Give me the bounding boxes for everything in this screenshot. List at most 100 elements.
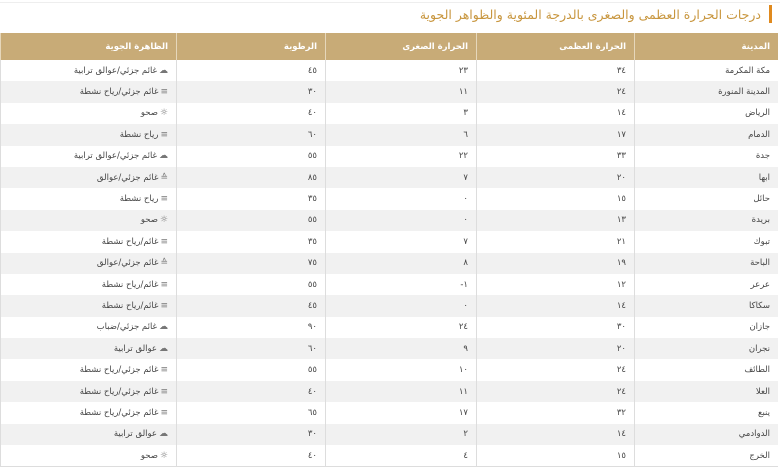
humidity-cell: ٣٥ (176, 188, 326, 210)
phenomenon-text: غائم جزئي/عوالق ترابية (73, 65, 157, 76)
weather-table: المدينة الحرارة العظمى الحرارة الصغرى ال… (0, 33, 778, 468)
max-temp-cell: ٢٤ (476, 81, 635, 103)
phenomenon-cell: ≙غائم جزئي/عوالق (0, 252, 177, 274)
fog-icon: ≙ (160, 258, 168, 269)
max-temp-cell: ١٩ (476, 252, 635, 274)
max-temp-cell: ١٥ (476, 188, 635, 210)
table-row: تبوك ٢١ ٧ ٣٥ ≡غائم/رياح نشطة (0, 231, 778, 253)
humidity-cell: ٣٥ (176, 231, 326, 253)
table-row: مكة المكرمة ٣٤ ٢٣ ٤٥ ☁غائم جزئي/عوالق ترابية (0, 60, 778, 82)
partly-cloudy-icon: ☁ (159, 65, 168, 76)
table-row: عرعر ١٢ -١ ٥٥ ≡غائم/رياح نشطة (0, 273, 778, 296)
phenomenon-cell: ≡غائم/رياح نشطة (0, 295, 177, 317)
table-row: نجران ٢٠ ٩ ٦٠ ☁عوالق ترابية (0, 338, 778, 360)
min-temp-cell: -١ (325, 273, 477, 296)
humidity-cell: ٤٠ (176, 380, 326, 403)
max-temp-cell: ١٤ (476, 295, 635, 317)
humidity-cell: ٥٥ (176, 359, 326, 381)
table-row: الطائف ٢٤ ١٠ ٥٥ ≡غائم جزئي/رياح نشطة (0, 359, 778, 381)
max-temp-cell: ٣٣ (476, 145, 635, 167)
city-cell: تبوك (634, 231, 778, 253)
humidity-cell: ٤٥ (176, 295, 326, 317)
humidity-cell: ٥٥ (176, 273, 326, 296)
table-row: الرياض ١٤ ٣ ٤٠ ☼صحو (0, 102, 778, 125)
min-temp-cell: ١١ (325, 81, 477, 103)
phenomenon-text: غائم جزئي/رياح نشطة (79, 365, 159, 376)
col-city: المدينة (634, 33, 778, 60)
partly-cloudy-icon: ☁ (159, 322, 168, 333)
phenomenon-cell: ≙غائم جزئي/عوالق (0, 166, 177, 189)
wind-icon: ≡ (160, 129, 168, 140)
humidity-cell: ٤٥ (176, 60, 326, 82)
table-row: ابها ٢٠ ٧ ٨٥ ≙غائم جزئي/عوالق (0, 166, 778, 189)
max-temp-cell: ١٣ (476, 209, 635, 232)
phenomenon-cell: ☁عوالق ترابية (0, 338, 177, 360)
sun-icon: ☼ (159, 108, 168, 119)
table-row: جازان ٣٠ ٢٤ ٩٠ ☁غائم جزئي/ضباب (0, 316, 778, 339)
humidity-cell: ٥٥ (176, 209, 326, 232)
page-title: درجات الحرارة العظمى والصغرى بالدرجة الم… (419, 6, 761, 22)
phenomenon-text: غائم جزئي/رياح نشطة (79, 386, 159, 397)
col-min-temp: الحرارة الصغرى (325, 33, 477, 60)
min-temp-cell: ٤ (325, 445, 477, 468)
city-cell: الباحة (634, 252, 778, 274)
phenomenon-cell: ≡غائم/رياح نشطة (0, 231, 177, 253)
max-temp-cell: ٢٤ (476, 359, 635, 381)
phenomenon-text: غائم/رياح نشطة (101, 236, 159, 247)
table-row: حائل ١٥ ٠ ٣٥ ≡رياح نشطة (0, 188, 778, 210)
phenomenon-text: غائم جزئي/عوالق ترابية (73, 151, 157, 162)
wind-icon: ≡ (160, 300, 168, 311)
partly-cloudy-icon: ☁ (159, 429, 168, 440)
min-temp-cell: ٢ (325, 423, 477, 446)
table-row: الدوادمي ١٤ ٢ ٣٠ ☁عوالق ترابية (0, 423, 778, 446)
humidity-cell: ٤٠ (176, 445, 326, 468)
city-cell: نجران (634, 338, 778, 360)
city-cell: ابها (634, 166, 778, 189)
table-header-row: المدينة الحرارة العظمى الحرارة الصغرى ال… (0, 33, 778, 60)
humidity-cell: ٨٥ (176, 166, 326, 189)
fog-icon: ≙ (160, 172, 168, 183)
phenomenon-text: غائم جزئي/رياح نشطة (79, 87, 159, 98)
phenomenon-text: غائم/رياح نشطة (101, 279, 159, 290)
phenomenon-cell: ≡رياح نشطة (0, 124, 177, 146)
table-row: العلا ٢٤ ١١ ٤٠ ≡غائم جزئي/رياح نشطة (0, 380, 778, 403)
phenomenon-text: غائم جزئي/ضباب (96, 322, 157, 333)
wind-icon: ≡ (160, 236, 168, 247)
table-row: ينبع ٣٢ ١٧ ٦٥ ≡غائم جزئي/رياح نشطة (0, 402, 778, 424)
partly-cloudy-icon: ☁ (159, 151, 168, 162)
phenomenon-cell: ☁غائم جزئي/عوالق ترابية (0, 60, 177, 82)
max-temp-cell: ٣٠ (476, 316, 635, 339)
phenomenon-text: عوالق ترابية (113, 429, 157, 440)
city-cell: العلا (634, 380, 778, 403)
humidity-cell: ٣٠ (176, 423, 326, 446)
max-temp-cell: ١٢ (476, 273, 635, 296)
phenomenon-cell: ≡غائم جزئي/رياح نشطة (0, 402, 177, 424)
min-temp-cell: ٦ (325, 124, 477, 146)
col-phenomenon: الظاهرة الجوية (0, 33, 177, 60)
wind-icon: ≡ (160, 279, 168, 290)
min-temp-cell: ٠ (325, 295, 477, 317)
title-accent-bar (769, 5, 772, 23)
table-row: جدة ٣٣ ٢٢ ٥٥ ☁غائم جزئي/عوالق ترابية (0, 145, 778, 167)
phenomenon-cell: ≡غائم جزئي/رياح نشطة (0, 380, 177, 403)
table-row: سكاكا ١٤ ٠ ٤٥ ≡غائم/رياح نشطة (0, 295, 778, 317)
phenomenon-cell: ☼صحو (0, 209, 177, 232)
wind-icon: ≡ (160, 194, 168, 205)
humidity-cell: ٦٠ (176, 124, 326, 146)
max-temp-cell: ٣٤ (476, 60, 635, 82)
min-temp-cell: ٠ (325, 209, 477, 232)
phenomenon-cell: ☼صحو (0, 445, 177, 468)
max-temp-cell: ١٤ (476, 102, 635, 125)
table-row: الخرج ١٥ ٤ ٤٠ ☼صحو (0, 445, 778, 468)
min-temp-cell: ٢٣ (325, 60, 477, 82)
top-divider (0, 2, 780, 3)
phenomenon-cell: ≡غائم/رياح نشطة (0, 273, 177, 296)
max-temp-cell: ٣٢ (476, 402, 635, 424)
wind-icon: ≡ (160, 407, 168, 418)
partly-cloudy-icon: ☁ (159, 343, 168, 354)
section-header: درجات الحرارة العظمى والصغرى بالدرجة الم… (420, 4, 772, 24)
phenomenon-cell: ≡رياح نشطة (0, 188, 177, 210)
phenomenon-text: صحو (140, 450, 158, 461)
phenomenon-text: صحو (140, 108, 158, 119)
wind-icon: ≡ (160, 87, 168, 98)
